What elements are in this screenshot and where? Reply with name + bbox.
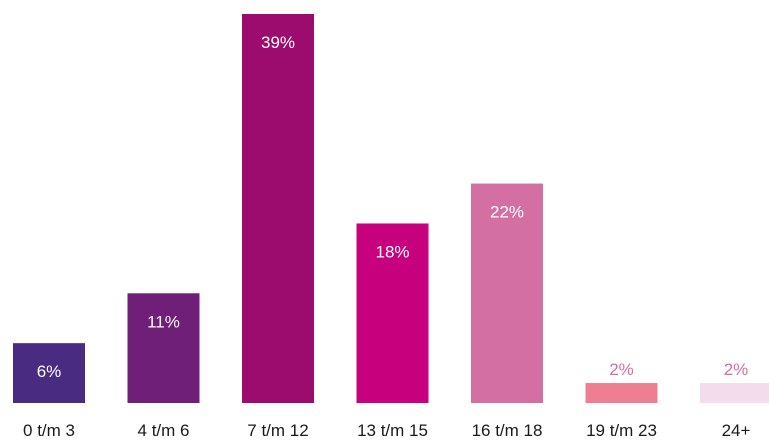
bar-2 — [242, 14, 314, 403]
category-label-1: 4 t/m 6 — [138, 421, 190, 440]
value-label-0: 6% — [37, 362, 62, 381]
value-label-4: 22% — [490, 203, 524, 222]
category-label-6: 24+ — [722, 421, 751, 440]
value-label-6: 2% — [724, 360, 749, 379]
bar-5 — [585, 383, 658, 403]
category-label-2: 7 t/m 12 — [247, 421, 308, 440]
bar-4 — [471, 183, 543, 403]
category-label-0: 0 t/m 3 — [23, 421, 75, 440]
bar-3 — [356, 223, 429, 403]
value-label-2: 39% — [261, 33, 295, 52]
bar-6 — [700, 383, 769, 403]
value-label-1: 11% — [147, 312, 180, 331]
bars-group — [13, 14, 769, 403]
bar-1 — [127, 293, 200, 403]
category-label-4: 16 t/m 18 — [472, 421, 543, 440]
category-label-5: 19 t/m 23 — [586, 421, 657, 440]
value-label-5: 2% — [609, 360, 634, 379]
category-label-3: 13 t/m 15 — [357, 421, 428, 440]
category-labels-group: 0 t/m 3 4 t/m 6 7 t/m 12 13 t/m 15 16 t/m 18… — [23, 421, 750, 440]
value-label-3: 18% — [375, 242, 409, 261]
bar-0 — [13, 343, 85, 403]
value-labels-group: 6% 11% 39% 18% 22% 2% 2% — [37, 33, 749, 381]
